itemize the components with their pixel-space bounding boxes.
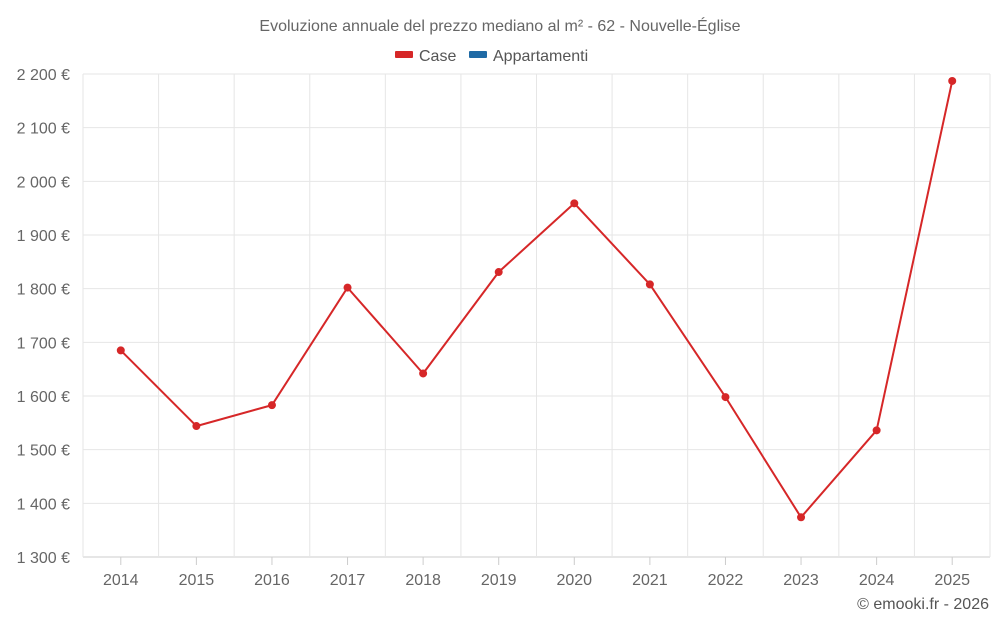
- data-point-2021[interactable]: [645, 280, 654, 289]
- x-tick-label: 2016: [254, 572, 290, 589]
- data-point-2015[interactable]: [192, 422, 201, 431]
- credit-text: © emooki.fr - 2026: [857, 596, 989, 613]
- data-point-2025[interactable]: [948, 76, 957, 85]
- data-point-2023[interactable]: [797, 513, 806, 522]
- y-tick-label: 2 200 €: [17, 67, 70, 84]
- y-axis-ticks: 1 300 € 1 400 € 1 500 € 1 600 € 1 700 € 1 800…: [17, 67, 70, 567]
- y-tick-label: 1 600 €: [17, 389, 70, 406]
- legend-swatch-appartamenti: [469, 51, 487, 58]
- legend-label-appartamenti: Appartamenti: [493, 48, 588, 65]
- x-tick-label: 2018: [405, 572, 441, 589]
- y-tick-label: 1 300 €: [17, 550, 70, 567]
- series-line-case: [120, 80, 954, 519]
- x-tick-label: 2015: [179, 572, 215, 589]
- y-tick-label: 1 700 €: [17, 335, 70, 352]
- x-tick-label: 2023: [783, 572, 819, 589]
- y-tick-label: 1 900 €: [17, 228, 70, 245]
- y-tick-label: 2 000 €: [17, 174, 70, 191]
- legend-label-case: Case: [419, 48, 456, 65]
- y-tick-label: 2 100 €: [17, 121, 70, 138]
- data-point-2018[interactable]: [419, 369, 428, 378]
- chart-title: Evoluzione annuale del prezzo mediano al…: [259, 16, 740, 35]
- y-tick-label: 1 400 €: [17, 496, 70, 513]
- data-point-2017[interactable]: [343, 283, 352, 292]
- y-tick-label: 1 800 €: [17, 282, 70, 299]
- data-point-2016[interactable]: [267, 401, 276, 410]
- vertical-gridlines: [82, 74, 991, 557]
- data-point-2019[interactable]: [494, 268, 503, 277]
- x-tick-label: 2014: [103, 572, 139, 589]
- x-tick-label: 2021: [632, 572, 668, 589]
- x-tick-label: 2020: [556, 572, 592, 589]
- x-tick-label: 2025: [934, 572, 970, 589]
- x-tick-label: 2022: [708, 572, 744, 589]
- data-point-2022[interactable]: [721, 393, 730, 402]
- series-group: [116, 76, 957, 522]
- legend: Case Appartamenti: [395, 48, 588, 65]
- legend-swatch-case: [395, 51, 413, 58]
- x-tick-label: 2024: [859, 572, 895, 589]
- x-axis-ticks: 2014 2015 2016 2017 2018 2019 2020 2021 2022 2023…: [103, 557, 970, 589]
- x-tick-label: 2019: [481, 572, 517, 589]
- data-point-2020[interactable]: [570, 199, 579, 208]
- legend-item-appartamenti[interactable]: Appartamenti: [469, 48, 588, 65]
- legend-item-case[interactable]: Case: [395, 48, 456, 65]
- x-tick-label: 2017: [330, 572, 366, 589]
- data-point-2014[interactable]: [116, 346, 125, 355]
- data-point-2024[interactable]: [872, 426, 881, 435]
- y-tick-label: 1 500 €: [17, 443, 70, 460]
